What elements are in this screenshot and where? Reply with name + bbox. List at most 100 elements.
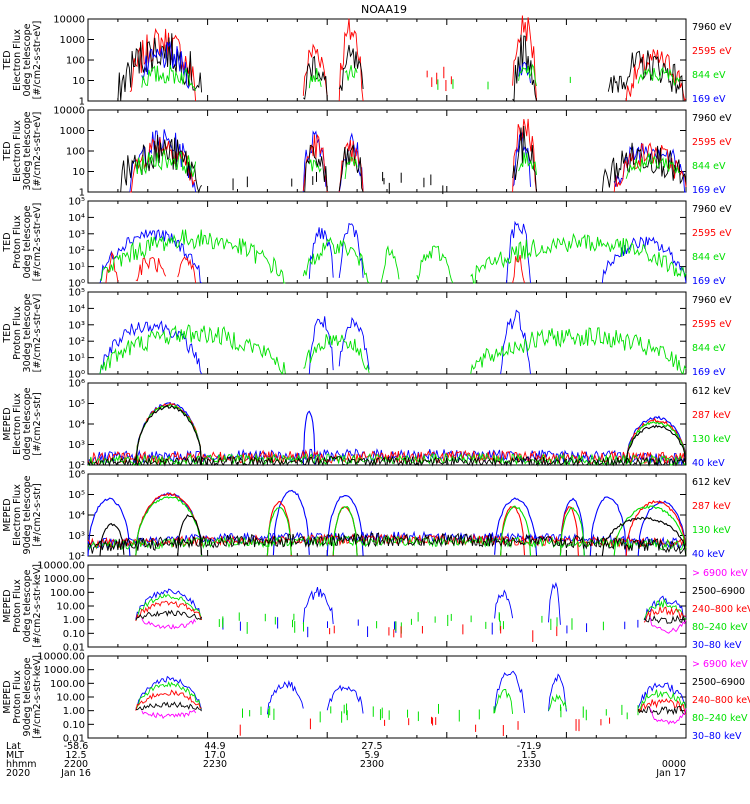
y-axis-label-line: 0deg telescope xyxy=(22,205,33,278)
series-red xyxy=(135,600,687,643)
y-tick-label: 10³ xyxy=(68,440,85,451)
series-hump xyxy=(99,522,125,557)
legend-entry: 240–800 keV xyxy=(692,604,750,615)
y-tick-label: 1 xyxy=(79,188,85,199)
y-axis-label-line: [#/cm2-s-str-eV] xyxy=(32,294,43,373)
legend-entry: 844 eV xyxy=(692,252,726,263)
series-hump xyxy=(87,497,131,557)
series-hump xyxy=(177,514,203,556)
series-blue xyxy=(99,309,531,375)
series-hump xyxy=(601,516,687,557)
footer-value: Jan 16 xyxy=(60,768,91,779)
series-trace xyxy=(338,222,364,278)
y-axis-label-line: TED xyxy=(2,232,13,252)
series-green xyxy=(99,229,687,284)
series-trace xyxy=(625,152,681,179)
series-hump xyxy=(266,506,292,556)
series-trace xyxy=(99,324,286,376)
series-magenta xyxy=(141,708,687,725)
series-blue xyxy=(99,220,687,284)
y-tick-label: 1000.00 xyxy=(44,665,85,676)
series-trace xyxy=(338,144,364,193)
series-trace xyxy=(380,245,400,284)
y-tick-label: 10⁰ xyxy=(68,279,85,290)
legend-entry: 80–240 keV xyxy=(692,622,748,633)
series-trace xyxy=(302,134,328,193)
series-trace xyxy=(512,15,537,102)
series-trace xyxy=(470,327,687,375)
series-trace xyxy=(135,148,197,177)
footer-value: -71.9 xyxy=(517,741,542,752)
series-hump xyxy=(559,507,585,557)
series-trace xyxy=(637,706,687,716)
y-axis-label-line: 0deg telescope xyxy=(22,569,33,642)
y-axis-label-line: 0deg telescope xyxy=(22,23,33,96)
legend-entry: 7960 eV xyxy=(692,204,732,215)
legend-entry: 844 eV xyxy=(692,161,726,172)
legend-entry: 169 eV xyxy=(692,94,726,105)
series-trace xyxy=(308,67,322,89)
series-black xyxy=(87,514,687,557)
y-axis-label-line: Proton Flux xyxy=(12,306,23,360)
series-trace xyxy=(643,606,687,623)
y-tick-label: 10000 xyxy=(53,15,85,26)
panel-6: 10² 10³ 10⁴ 10⁵ 10⁶ MEPED Electron Flux 90deg t… xyxy=(2,470,731,563)
y-tick-label: 0.10 xyxy=(63,629,85,640)
legend-entry: 2595 eV xyxy=(692,46,732,57)
y-tick-label: 10⁶ xyxy=(68,470,85,481)
y-axis-label-line: Electron Flux xyxy=(12,29,23,91)
legend-entry: 2500–6900 xyxy=(692,677,745,688)
y-axis-label-line: Proton Flux xyxy=(12,215,23,269)
series-green xyxy=(88,403,687,467)
series-trace xyxy=(601,236,687,284)
y-axis-label-line: Proton Flux xyxy=(12,579,23,633)
series-red xyxy=(105,251,525,284)
y-axis-label-line: TED xyxy=(2,323,13,343)
series-trace xyxy=(649,708,687,725)
footer-row-label: MLT xyxy=(6,750,24,761)
y-tick-label: 10¹ xyxy=(68,353,85,364)
legend-entry: 2595 eV xyxy=(692,319,732,330)
footer-value: -58.6 xyxy=(64,741,89,752)
y-tick-label: 10000.00 xyxy=(37,652,85,663)
series-trace xyxy=(303,334,370,373)
y-tick-label: 10.00 xyxy=(56,693,85,704)
series-trace xyxy=(338,316,370,370)
series-green xyxy=(135,681,687,723)
series-black xyxy=(117,33,686,103)
series-hump xyxy=(332,505,358,556)
series-green xyxy=(99,324,687,376)
footer-value: 44.9 xyxy=(204,741,225,752)
y-tick-label: 10.00 xyxy=(56,602,85,613)
y-tick-label: 100 xyxy=(66,56,85,67)
series-trace xyxy=(129,129,197,193)
y-tick-label: 10⁵ xyxy=(68,490,85,501)
y-tick-label: 10⁶ xyxy=(68,379,85,390)
series-green xyxy=(135,593,687,634)
y-tick-label: 100.00 xyxy=(50,588,85,599)
series-trace xyxy=(637,66,681,87)
y-tick-label: 1.00 xyxy=(63,706,85,717)
series-trace xyxy=(308,159,322,173)
series-hump xyxy=(500,505,532,557)
series-trace xyxy=(607,50,686,102)
legend-entry: 130 keV xyxy=(692,434,731,445)
legend-entry: 40 keV xyxy=(692,458,725,469)
series-hump xyxy=(559,506,579,557)
y-axis-label-line: Electron Flux xyxy=(12,120,23,182)
footer-row-label: hhmm xyxy=(6,759,37,770)
series-trace xyxy=(87,455,687,467)
series-trace xyxy=(506,220,531,284)
y-axis-label-line: MEPED xyxy=(2,680,13,713)
y-tick-label: 0.10 xyxy=(63,720,85,731)
series-black xyxy=(87,404,687,467)
series-trace xyxy=(87,532,687,555)
y-axis-label-line: TED xyxy=(2,141,13,161)
series-trace xyxy=(637,689,687,713)
legend-entry: 7960 eV xyxy=(692,113,732,124)
footer-value: 2200 xyxy=(64,759,88,770)
series-green xyxy=(87,496,687,557)
